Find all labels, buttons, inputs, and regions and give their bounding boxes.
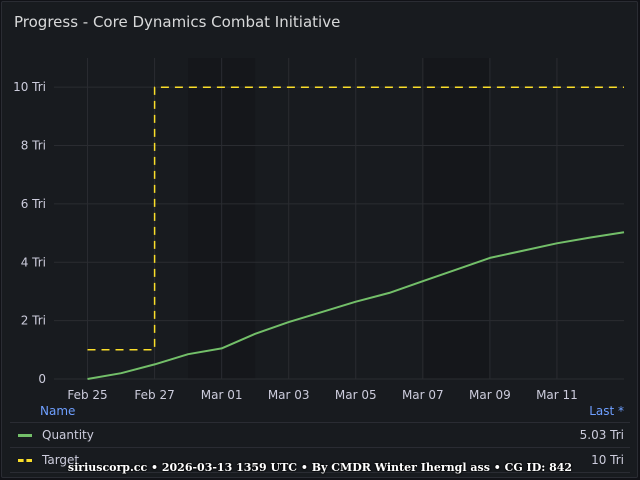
progress-chart: 0 2 Tri 4 Tri 6 Tri 8 Tri 10 Tri Feb 25 Feb 27 M…	[13, 58, 625, 402]
y-tick-label: 8 Tri	[21, 139, 46, 153]
legend-header: Name Last *	[10, 400, 630, 423]
footer-watermark: siriuscorp.cc • 2026-03-13 1359 UTC • By…	[67, 461, 573, 474]
legend-quantity-label: Quantity	[42, 428, 94, 442]
series-line-quantity	[87, 231, 625, 380]
legend-row-target[interactable]: Target 10 Tri	[10, 448, 630, 473]
x-tick-label: Feb 27	[134, 388, 174, 402]
legend-target-label: Target	[42, 453, 80, 467]
y-tick-label: 6 Tri	[21, 197, 46, 211]
x-tick-label: Mar 11	[536, 388, 578, 402]
quantity-swatch-icon	[18, 433, 32, 437]
x-tick-label: Feb 25	[67, 388, 107, 402]
y-tick-label: 2 Tri	[21, 314, 46, 328]
x-tick-label: Mar 03	[268, 388, 310, 402]
x-tick-label: Mar 01	[201, 388, 243, 402]
y-tick-label: 4 Tri	[21, 255, 46, 269]
legend-target-last: 10 Tri	[591, 453, 624, 467]
legend-table: Name Last * Quantity 5.03 Tri Target 10 …	[10, 400, 630, 473]
series-line-target	[87, 86, 624, 351]
legend-last-header[interactable]: Last *	[589, 404, 624, 418]
x-tick-label: Mar 07	[402, 388, 444, 402]
x-tick-label: Mar 09	[469, 388, 511, 402]
x-tick-label: Mar 05	[335, 388, 377, 402]
y-tick-label: 0	[38, 372, 46, 386]
target-swatch-icon	[18, 458, 32, 462]
legend-quantity-last: 5.03 Tri	[579, 428, 624, 442]
legend-name-header[interactable]: Name	[40, 404, 76, 418]
panel-title: Progress - Core Dynamics Combat Initiati…	[14, 13, 341, 31]
y-tick-label: 10 Tri	[13, 80, 46, 94]
weekend-band	[422, 58, 490, 379]
legend-row-quantity[interactable]: Quantity 5.03 Tri	[10, 423, 630, 448]
